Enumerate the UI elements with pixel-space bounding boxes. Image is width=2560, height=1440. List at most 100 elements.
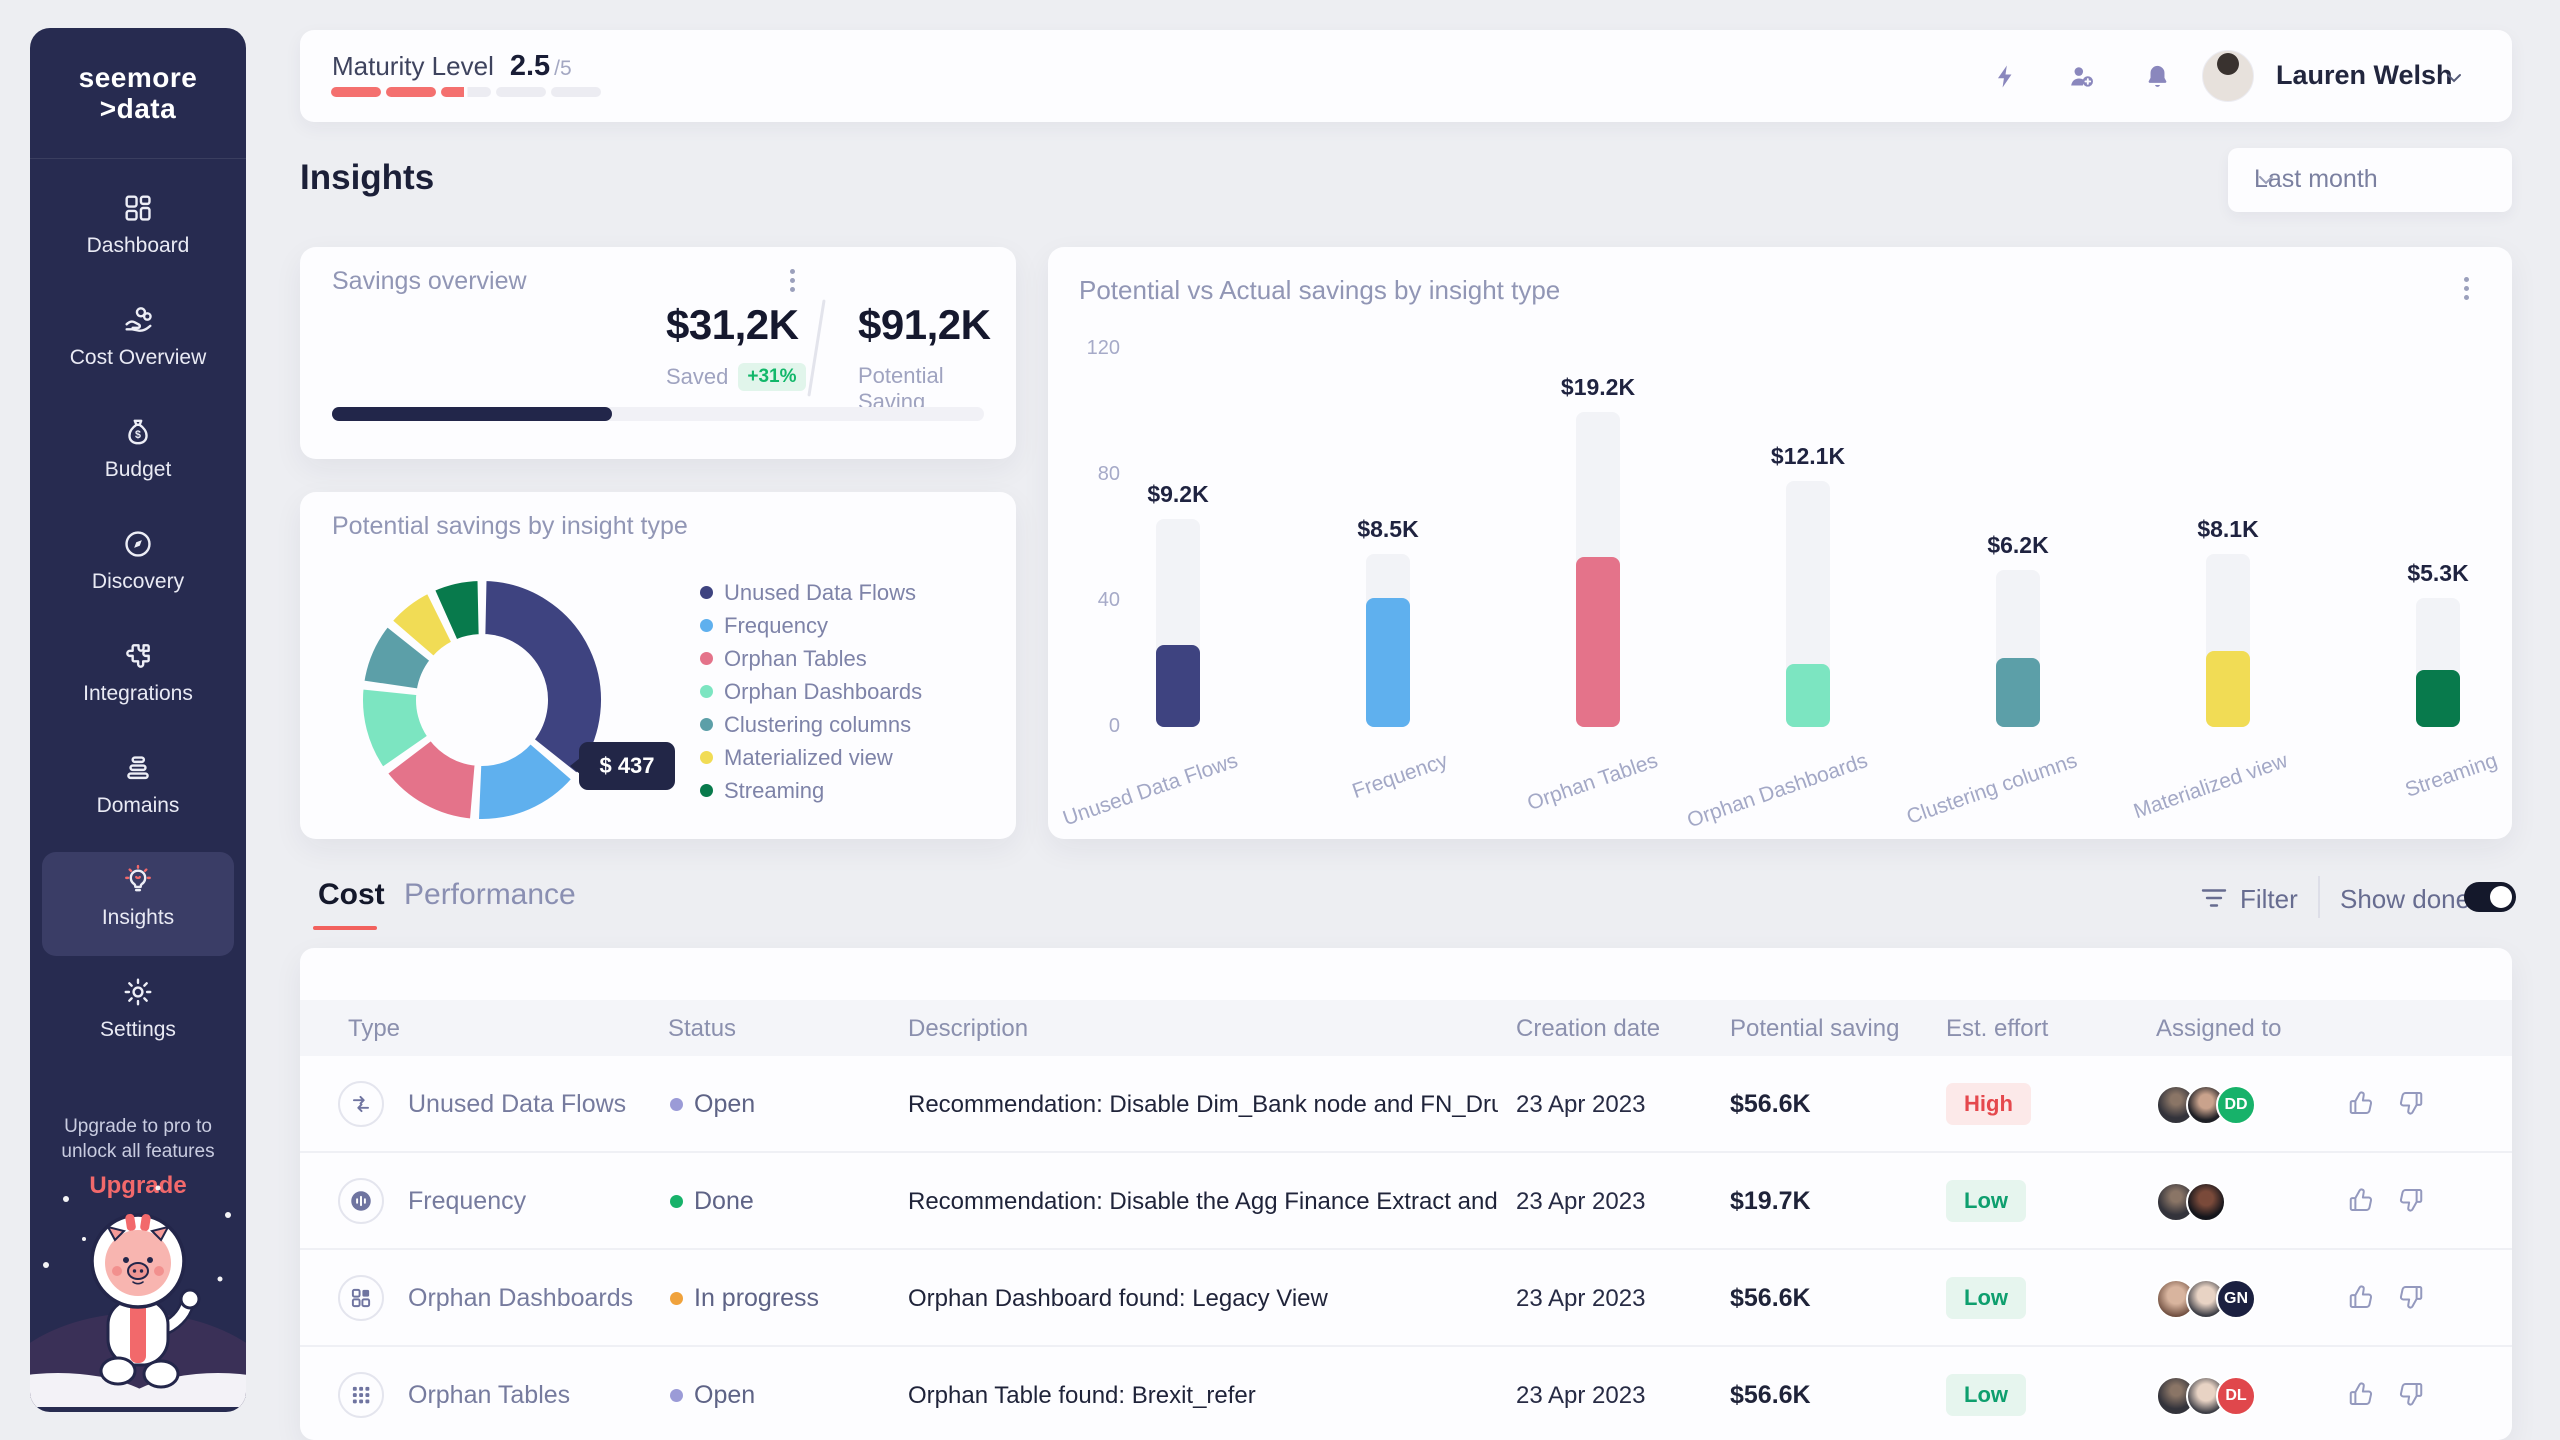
thumbs-down-button[interactable] <box>2396 1185 2426 1215</box>
donut-slice-materialized-view[interactable] <box>388 589 456 661</box>
legend-swatch <box>700 619 713 632</box>
cell-description: Orphan Dashboard found: Legacy View <box>908 1285 1328 1312</box>
user-avatar[interactable] <box>2202 50 2254 102</box>
maturity-level: Maturity Level 2.5/5 <box>332 50 572 83</box>
column-header-description: Description <box>908 1015 1029 1042</box>
saved-label: Saved <box>666 364 729 389</box>
legend-swatch <box>700 718 713 731</box>
thumbs-down-button[interactable] <box>2396 1088 2426 1118</box>
donut-legend: Unused Data Flows Frequency Orphan Table… <box>700 576 922 807</box>
cell-status: Done <box>694 1187 754 1215</box>
sidebar-item-discovery[interactable]: Discovery <box>30 514 246 626</box>
donut-tooltip-value: $ 437 <box>599 753 655 778</box>
bar-chart-title: Potential vs Actual savings by insight t… <box>1079 275 1561 305</box>
legend-swatch <box>700 751 713 764</box>
savings-card-menu-kebab-icon[interactable] <box>790 269 796 296</box>
donut-slice-orphan-tables[interactable] <box>383 736 479 823</box>
status-dot <box>670 1195 683 1208</box>
upgrade-link[interactable]: Upgrade <box>89 1172 187 1200</box>
legend-item[interactable]: Orphan Tables <box>700 642 922 675</box>
table-row-orphan-dashboards[interactable]: Orphan Dashboards In progress Orphan Das… <box>300 1250 2512 1347</box>
user-menu-chevron-down-icon[interactable] <box>2442 66 2466 90</box>
bar-category-label: Clustering columns <box>1904 749 2081 829</box>
bar-category-label: Unused Data Flows <box>1059 749 1241 831</box>
legend-item[interactable]: Clustering columns <box>700 708 922 741</box>
bar-value-label: $9.2K <box>1147 481 1209 508</box>
tab-cost-active-underline <box>313 926 377 930</box>
table-row-frequency[interactable]: Frequency Done Recommendation: Disable t… <box>300 1153 2512 1250</box>
sidebar-item-insights[interactable]: Insights <box>30 850 246 962</box>
maturity-segment-4-empty <box>496 87 546 97</box>
donut-slice-frequency[interactable] <box>474 739 576 823</box>
filter-icon[interactable] <box>2200 886 2228 910</box>
legend-label: Orphan Dashboards <box>724 678 923 704</box>
actual-bar-orphan-dashboards[interactable] <box>1786 664 1830 727</box>
flow-icon <box>338 1081 384 1127</box>
legend-item[interactable]: Frequency <box>700 609 922 642</box>
sidebar-item-integrations[interactable]: Integrations <box>30 626 246 738</box>
sidebar-item-label: Integrations <box>83 682 193 705</box>
table-row-unused-data-flows[interactable]: Unused Data Flows Open Recommendation: D… <box>300 1056 2512 1153</box>
add-user-icon[interactable] <box>2068 63 2095 90</box>
donut-chart <box>359 577 605 823</box>
date-range-select[interactable]: Last month <box>2228 148 2512 212</box>
thumbs-up-button[interactable] <box>2346 1185 2376 1215</box>
sidebar-item-label: Budget <box>104 458 172 481</box>
column-header-est-effort: Est. effort <box>1946 1015 2049 1042</box>
discovery-icon <box>122 528 154 560</box>
table-row-orphan-tables[interactable]: Orphan Tables Open Orphan Table found: B… <box>300 1347 2512 1440</box>
donut-card: Potential savings by insight type Unused… <box>300 492 1016 839</box>
cost-icon <box>122 304 154 336</box>
tab-performance[interactable]: Performance <box>404 878 576 911</box>
bar-category-label: Orphan Dashboards <box>1684 749 1871 833</box>
sidebar-item-cost-overview[interactable]: Cost Overview <box>30 290 246 402</box>
legend-item[interactable]: Unused Data Flows <box>700 576 922 609</box>
legend-item[interactable]: Materialized view <box>700 741 922 774</box>
maturity-segment-2-full <box>386 87 436 97</box>
sidebar-item-label: Settings <box>100 1018 176 1041</box>
sidebar-item-domains[interactable]: Domains <box>30 738 246 850</box>
savings-progress-track <box>332 407 984 421</box>
notifications-bell-icon[interactable] <box>2144 63 2171 90</box>
sidebar-divider <box>30 158 246 159</box>
saved-delta-badge: +31% <box>738 363 806 391</box>
legend-label: Unused Data Flows <box>724 579 916 605</box>
thumbs-up-button[interactable] <box>2346 1088 2376 1118</box>
donut-slice-orphan-dashboards[interactable] <box>359 685 432 772</box>
filter-button[interactable]: Filter <box>2240 884 2298 914</box>
actual-bar-clustering-columns[interactable] <box>1996 657 2040 727</box>
donut-slice-streaming[interactable] <box>430 577 483 644</box>
integrations-icon <box>122 640 154 672</box>
actual-bar-unused-data-flows[interactable] <box>1156 645 1200 727</box>
donut-slice-clustering-columns[interactable] <box>360 622 434 693</box>
show-done-toggle[interactable] <box>2464 882 2516 912</box>
thumbs-up-button[interactable] <box>2346 1379 2376 1409</box>
tab-cost[interactable]: Cost <box>318 878 385 911</box>
stars <box>43 1185 231 1282</box>
maturity-label: Maturity Level <box>332 51 494 81</box>
bar-value-label: $5.3K <box>2407 559 2469 586</box>
legend-swatch <box>700 685 713 698</box>
tabs-divider <box>2318 876 2320 918</box>
domains-icon <box>122 752 154 784</box>
dashboard-icon <box>122 192 154 224</box>
thumbs-down-button[interactable] <box>2396 1379 2426 1409</box>
column-header-type: Type <box>348 1015 401 1042</box>
quick-actions-icon[interactable] <box>1992 63 2019 90</box>
actual-bar-streaming[interactable] <box>2416 670 2460 727</box>
column-header-creation-date: Creation date <box>1516 1015 1661 1042</box>
show-done-label: Show done <box>2340 884 2471 914</box>
sidebar-item-settings[interactable]: Settings <box>30 962 246 1074</box>
thumbs-down-button[interactable] <box>2396 1282 2426 1312</box>
thumbs-up-button[interactable] <box>2346 1282 2376 1312</box>
sidebar-item-budget[interactable]: $ Budget <box>30 402 246 514</box>
cell-type: Orphan Tables <box>408 1381 571 1409</box>
legend-item[interactable]: Streaming <box>700 774 922 807</box>
actual-bar-orphan-tables[interactable] <box>1576 556 1620 727</box>
user-name: Lauren Welsh <box>2276 60 2453 90</box>
actual-bar-materialized-view[interactable] <box>2206 651 2250 727</box>
bar-chart-menu-kebab-icon[interactable] <box>2464 277 2470 304</box>
legend-item[interactable]: Orphan Dashboards <box>700 675 922 708</box>
sidebar-item-dashboard[interactable]: Dashboard <box>30 178 246 290</box>
actual-bar-frequency[interactable] <box>1366 597 1410 727</box>
